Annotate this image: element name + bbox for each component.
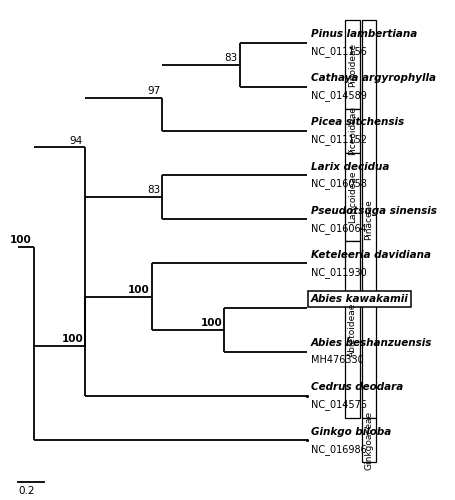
FancyBboxPatch shape (344, 153, 359, 242)
Text: 83: 83 (147, 186, 160, 196)
Text: MH476330: MH476330 (310, 356, 363, 366)
Text: Ginkgoaceae: Ginkgoaceae (364, 410, 373, 470)
Text: NC_014575: NC_014575 (310, 400, 366, 410)
Text: Cedrus deodara: Cedrus deodara (310, 382, 402, 392)
Text: 0.2: 0.2 (18, 486, 35, 496)
Text: Cathaya argyrophylla: Cathaya argyrophylla (310, 73, 435, 83)
Text: NC_011156: NC_011156 (310, 46, 366, 57)
Text: Pinoideae: Pinoideae (347, 42, 356, 86)
Text: Pinaceae: Pinaceae (364, 199, 373, 239)
FancyBboxPatch shape (344, 109, 359, 153)
Text: 83: 83 (224, 53, 237, 63)
Text: Abies beshanzuensis: Abies beshanzuensis (310, 338, 431, 348)
Text: 97: 97 (147, 86, 160, 96)
Text: Picea sitchensis: Picea sitchensis (310, 118, 403, 128)
Text: 100: 100 (128, 285, 150, 295)
Text: Abies kawakamii: Abies kawakamii (310, 294, 408, 304)
FancyBboxPatch shape (361, 20, 375, 418)
Text: NC_011930: NC_011930 (310, 267, 366, 278)
Text: NC_016064: NC_016064 (310, 223, 366, 234)
Text: NC_014589: NC_014589 (310, 90, 366, 101)
Text: 100: 100 (61, 334, 83, 344)
Text: Larix decidua: Larix decidua (310, 162, 388, 172)
Text: Pseudotsuga sinensis: Pseudotsuga sinensis (310, 206, 435, 216)
Text: NC_016058: NC_016058 (310, 178, 366, 190)
FancyBboxPatch shape (344, 242, 359, 418)
Text: NC_011152: NC_011152 (310, 134, 366, 145)
Text: Piceoideae: Piceoideae (347, 106, 356, 156)
Text: 100: 100 (200, 318, 222, 328)
Text: NC_016986: NC_016986 (310, 444, 366, 454)
Text: Abietoideae: Abietoideae (347, 302, 356, 357)
Text: Keteleeria davidiana: Keteleeria davidiana (310, 250, 430, 260)
Text: 100: 100 (10, 235, 31, 245)
FancyBboxPatch shape (361, 418, 375, 462)
Text: Laricoideae: Laricoideae (347, 171, 356, 224)
Text: Pinus lambertiana: Pinus lambertiana (310, 29, 416, 39)
FancyBboxPatch shape (344, 20, 359, 109)
Text: Ginkgo biloba: Ginkgo biloba (310, 426, 390, 436)
Text: 94: 94 (70, 136, 83, 145)
